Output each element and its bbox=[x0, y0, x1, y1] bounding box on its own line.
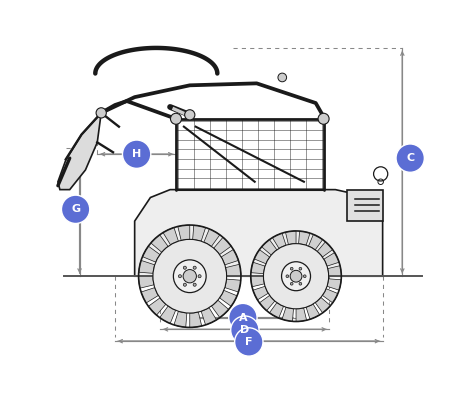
Polygon shape bbox=[174, 311, 187, 327]
Polygon shape bbox=[282, 307, 293, 322]
Circle shape bbox=[96, 108, 106, 118]
Circle shape bbox=[183, 266, 186, 269]
Circle shape bbox=[193, 266, 196, 269]
Circle shape bbox=[396, 144, 424, 172]
Text: F: F bbox=[245, 337, 253, 347]
Polygon shape bbox=[254, 250, 270, 264]
Polygon shape bbox=[58, 113, 101, 190]
Polygon shape bbox=[296, 308, 307, 322]
Circle shape bbox=[183, 283, 186, 286]
Polygon shape bbox=[262, 240, 277, 255]
Text: H: H bbox=[132, 149, 141, 159]
Circle shape bbox=[153, 239, 227, 313]
Polygon shape bbox=[315, 297, 330, 313]
Polygon shape bbox=[178, 225, 190, 241]
Circle shape bbox=[185, 110, 195, 120]
Polygon shape bbox=[214, 237, 231, 254]
Polygon shape bbox=[322, 289, 338, 303]
Polygon shape bbox=[328, 266, 341, 276]
Text: C: C bbox=[406, 153, 414, 163]
Circle shape bbox=[318, 113, 329, 124]
Polygon shape bbox=[285, 231, 296, 245]
Text: D: D bbox=[240, 325, 249, 335]
Polygon shape bbox=[141, 288, 158, 303]
Polygon shape bbox=[211, 300, 228, 318]
Circle shape bbox=[235, 328, 263, 356]
Polygon shape bbox=[163, 228, 178, 245]
Polygon shape bbox=[273, 233, 286, 248]
Circle shape bbox=[62, 195, 90, 224]
Circle shape bbox=[173, 260, 206, 293]
Polygon shape bbox=[299, 231, 310, 245]
Polygon shape bbox=[226, 264, 241, 276]
Circle shape bbox=[282, 262, 310, 291]
Circle shape bbox=[291, 267, 293, 270]
Polygon shape bbox=[317, 242, 333, 257]
Circle shape bbox=[299, 267, 302, 270]
Polygon shape bbox=[327, 279, 341, 290]
Circle shape bbox=[299, 282, 302, 285]
Polygon shape bbox=[253, 286, 268, 300]
Polygon shape bbox=[251, 276, 264, 287]
Polygon shape bbox=[201, 308, 217, 325]
Polygon shape bbox=[306, 304, 319, 319]
Polygon shape bbox=[309, 234, 323, 250]
Text: G: G bbox=[71, 204, 80, 214]
Polygon shape bbox=[160, 306, 176, 324]
Polygon shape bbox=[259, 295, 275, 310]
Circle shape bbox=[286, 275, 289, 278]
Polygon shape bbox=[219, 290, 237, 306]
Circle shape bbox=[231, 316, 259, 344]
Polygon shape bbox=[143, 246, 160, 262]
Polygon shape bbox=[139, 260, 155, 273]
Polygon shape bbox=[151, 235, 168, 252]
Circle shape bbox=[178, 275, 182, 278]
Polygon shape bbox=[225, 279, 241, 292]
Polygon shape bbox=[192, 225, 206, 241]
Polygon shape bbox=[347, 190, 383, 221]
Circle shape bbox=[193, 283, 196, 286]
Polygon shape bbox=[135, 190, 383, 276]
Circle shape bbox=[122, 140, 151, 168]
Circle shape bbox=[290, 270, 302, 282]
Circle shape bbox=[264, 244, 328, 309]
Polygon shape bbox=[324, 252, 339, 266]
Circle shape bbox=[278, 73, 287, 82]
Circle shape bbox=[303, 275, 306, 278]
Circle shape bbox=[291, 282, 293, 285]
Circle shape bbox=[171, 113, 182, 124]
Polygon shape bbox=[269, 303, 283, 318]
Circle shape bbox=[229, 303, 257, 332]
Polygon shape bbox=[138, 276, 154, 288]
Circle shape bbox=[183, 269, 196, 283]
Polygon shape bbox=[221, 250, 238, 265]
Polygon shape bbox=[251, 262, 265, 274]
Polygon shape bbox=[148, 298, 166, 315]
Polygon shape bbox=[190, 312, 202, 327]
Text: A: A bbox=[238, 312, 247, 323]
Circle shape bbox=[198, 275, 201, 278]
Polygon shape bbox=[204, 229, 220, 246]
